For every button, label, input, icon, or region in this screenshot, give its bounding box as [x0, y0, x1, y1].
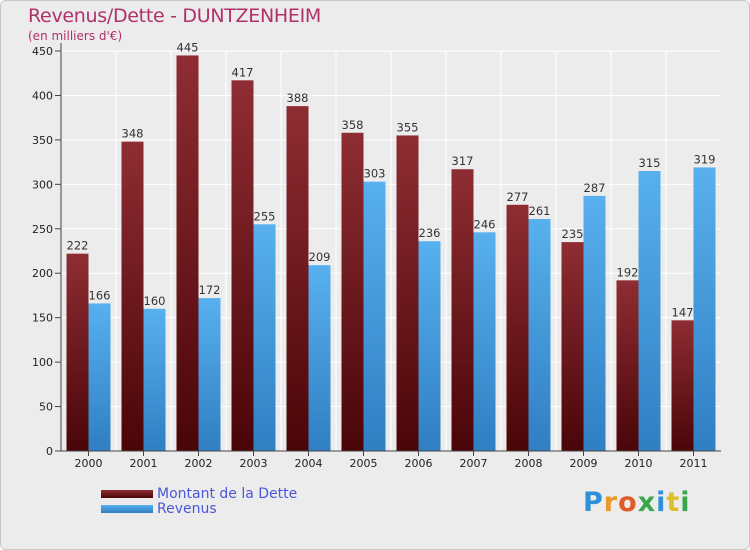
x-tick-label: 2008 [515, 457, 543, 470]
data-label-revenue-2006: 236 [419, 226, 441, 240]
bar-debt-2008 [506, 204, 529, 451]
bar-revenue-2007 [473, 232, 496, 451]
chart-subtitle: (en milliers d'€) [28, 29, 123, 43]
bar-debt-2000 [66, 253, 89, 451]
y-tick-label: 0 [46, 445, 53, 458]
data-label-revenue-2000: 166 [89, 288, 111, 302]
data-label-revenue-2009: 287 [584, 181, 606, 195]
logo-letter: i [680, 487, 691, 518]
y-tick-label: 400 [32, 89, 53, 102]
x-tick-label: 2004 [295, 457, 323, 470]
bar-debt-2002 [176, 55, 199, 451]
x-tick-label: 2009 [570, 457, 598, 470]
bar-revenue-2004 [308, 265, 331, 451]
y-tick-label: 150 [32, 312, 53, 325]
bar-debt-2010 [616, 280, 639, 451]
logo-letter: x [637, 487, 657, 518]
data-label-debt-2007: 317 [452, 154, 474, 168]
logo-letter: o [618, 487, 638, 518]
y-tick-label: 350 [32, 134, 53, 147]
logo-letter: P [583, 487, 604, 518]
data-label-debt-2006: 355 [397, 120, 419, 134]
legend-swatch-revenue [101, 505, 153, 513]
y-tick-label: 50 [39, 401, 53, 414]
y-tick-label: 100 [32, 356, 53, 369]
bar-debt-2007 [451, 169, 474, 451]
data-label-revenue-2007: 246 [474, 217, 496, 231]
x-tick-label: 2005 [350, 457, 378, 470]
x-tick-label: 2000 [75, 457, 103, 470]
y-tick-label: 250 [32, 223, 53, 236]
data-label-debt-2002: 445 [177, 40, 199, 54]
data-label-debt-2001: 348 [122, 127, 144, 141]
bar-debt-2005 [341, 132, 364, 451]
bar-revenue-2006 [418, 241, 441, 451]
legend-label-debt: Montant de la Dette [157, 486, 298, 502]
bar-debt-2004 [286, 106, 309, 451]
chart-title: Revenus/Dette - DUNTZENHEIM [28, 5, 321, 27]
bar-revenue-2005 [363, 181, 386, 451]
bar-revenue-2003 [253, 224, 276, 451]
data-label-revenue-2001: 160 [144, 294, 166, 308]
legend-label-revenue: Revenus [157, 501, 217, 517]
data-label-revenue-2005: 303 [364, 167, 386, 181]
bar-debt-2011 [671, 320, 694, 451]
data-label-debt-2000: 222 [67, 239, 89, 253]
bar-debt-2003 [231, 80, 254, 451]
bar-revenue-2000 [88, 303, 111, 451]
bar-revenue-2009 [583, 195, 606, 451]
data-label-revenue-2011: 319 [694, 152, 716, 166]
proxiti-logo: Proxiti [583, 487, 691, 518]
data-label-revenue-2008: 261 [529, 204, 551, 218]
y-tick-label: 300 [32, 178, 53, 191]
y-tick-label: 450 [32, 45, 53, 58]
data-label-revenue-2004: 209 [309, 250, 331, 264]
bar-revenue-2008 [528, 219, 551, 451]
logo-letter: t [666, 487, 681, 518]
bar-revenue-2002 [198, 298, 221, 451]
data-label-debt-2009: 235 [562, 227, 584, 241]
data-label-revenue-2010: 315 [639, 156, 661, 170]
legend-swatch-debt [101, 490, 153, 498]
bar-revenue-2001 [143, 308, 166, 451]
data-label-debt-2008: 277 [507, 190, 529, 204]
x-tick-label: 2006 [405, 457, 433, 470]
bar-revenue-2010 [638, 171, 661, 451]
x-tick-label: 2003 [240, 457, 268, 470]
x-tick-label: 2001 [130, 457, 158, 470]
data-label-revenue-2002: 172 [199, 283, 221, 297]
x-tick-label: 2007 [460, 457, 488, 470]
data-label-debt-2011: 147 [672, 305, 694, 319]
data-label-debt-2005: 358 [342, 118, 364, 132]
logo-letter: r [603, 487, 619, 518]
data-label-debt-2010: 192 [617, 265, 639, 279]
x-tick-label: 2011 [680, 457, 708, 470]
logo-letter: i [656, 487, 667, 518]
x-tick-label: 2010 [625, 457, 653, 470]
bar-debt-2009 [561, 242, 584, 451]
y-tick-label: 200 [32, 267, 53, 280]
data-label-debt-2004: 388 [287, 91, 309, 105]
data-label-debt-2003: 417 [232, 65, 254, 79]
bar-debt-2006 [396, 135, 419, 451]
bar-revenue-2011 [693, 167, 716, 451]
data-label-revenue-2003: 255 [254, 209, 276, 223]
x-tick-label: 2002 [185, 457, 213, 470]
bar-debt-2001 [121, 141, 144, 451]
